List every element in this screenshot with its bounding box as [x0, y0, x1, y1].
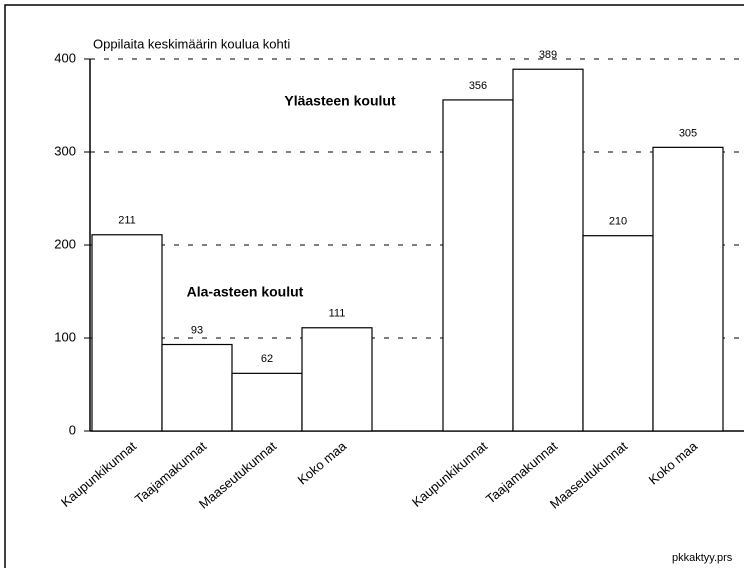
y-tick-label: 200: [54, 236, 76, 251]
y-tick-label: 0: [69, 422, 76, 437]
bar: [652, 146, 724, 432]
bar: [301, 327, 373, 432]
value-label: 389: [539, 49, 557, 61]
bar: [161, 343, 233, 432]
group-label: Yläasteen koulut: [284, 93, 396, 109]
x-tick-label: Kaupunkikunnat: [58, 438, 139, 510]
value-label: 93: [191, 324, 203, 336]
bar: [231, 372, 303, 432]
y-tick-label: 300: [54, 143, 76, 158]
value-label: 111: [329, 308, 346, 320]
value-label: 210: [609, 216, 627, 228]
group-label: Ala-asteen koulut: [187, 284, 304, 300]
frame: [4, 4, 744, 568]
value-label: 211: [118, 215, 136, 227]
x-tick-label: Koko maa: [295, 438, 350, 488]
bar: [442, 99, 514, 432]
bar: [582, 235, 654, 432]
x-tick-label: Koko maa: [646, 438, 701, 488]
y-tick-label: 100: [54, 329, 76, 344]
y-axis-label: Oppilaita keskimäärin koulua kohti: [93, 36, 290, 51]
value-label: 356: [469, 80, 487, 92]
x-tick-label: Taajamakunnat: [483, 438, 560, 506]
footer: pkkaktyy.prs: [672, 552, 733, 564]
value-label: 305: [679, 127, 697, 139]
y-tick-label: 400: [54, 50, 76, 65]
x-tick-label: Kaupunkikunnat: [409, 438, 490, 510]
bar: [91, 234, 163, 432]
x-tick-label: Taajamakunnat: [132, 438, 209, 506]
bar: [512, 68, 584, 432]
value-label: 62: [261, 353, 273, 365]
